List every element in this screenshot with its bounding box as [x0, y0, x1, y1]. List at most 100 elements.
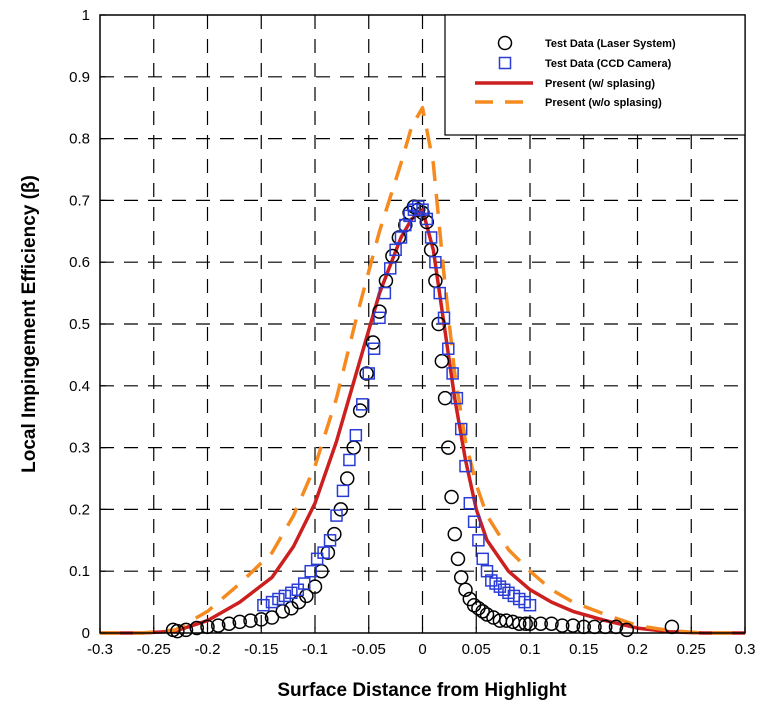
- legend-label: Present (w/o splasing): [545, 97, 662, 109]
- legend-swatch-square: [498, 56, 512, 70]
- x-tick-label: 0: [418, 641, 426, 658]
- ccd-data-point: [429, 255, 442, 269]
- ccd-data-point: [257, 598, 270, 612]
- x-tick-label: -0.05: [352, 641, 386, 658]
- ccd-data-point: [285, 586, 298, 600]
- laser-data-point: [170, 623, 185, 639]
- y-tick-label: 0.8: [69, 131, 90, 148]
- ccd-data-point: [362, 367, 375, 380]
- legend: Test Data (Laser System) Test Data (CCD C…: [444, 14, 746, 136]
- ccd-data-point: [442, 342, 455, 355]
- series-line: [100, 207, 745, 635]
- laser-data-point: [307, 579, 323, 594]
- ccd-data-point: [373, 311, 386, 325]
- ccd-data-point: [317, 546, 330, 559]
- laser-data-point: [479, 607, 495, 622]
- x-tick-label: -0.1: [302, 641, 328, 658]
- laser-data-point: [447, 526, 462, 542]
- ccd-data-point: [450, 391, 464, 405]
- x-tick-label: 0.25: [677, 641, 706, 658]
- x-tick-label: 0.2: [627, 641, 648, 658]
- ccd-data-point: [424, 231, 438, 244]
- laser-data-point: [512, 616, 527, 631]
- ccd-data-point: [394, 231, 408, 244]
- laser-data-point: [254, 612, 269, 627]
- model-curves: [100, 105, 745, 635]
- ccd-data-point: [454, 422, 468, 436]
- legend-label: Present (w/ splasing): [545, 78, 655, 90]
- x-tick-label: -0.3: [87, 641, 113, 658]
- legend-swatch-circle: [497, 35, 513, 51]
- y-tick-label: 0.5: [69, 316, 90, 333]
- laser-data-point: [359, 366, 374, 381]
- y-tick-label: 0.6: [69, 254, 90, 271]
- y-tick-label: 0.7: [69, 192, 90, 209]
- y-tick-label: 0.1: [69, 563, 90, 580]
- ccd-data-point: [399, 218, 412, 232]
- x-tick-label: 0.1: [520, 641, 541, 658]
- x-tick-label: 0.15: [569, 641, 598, 658]
- x-tick-label: 0.3: [735, 641, 756, 658]
- y-tick-label: 0.4: [69, 378, 90, 395]
- ccd-data-point: [459, 459, 472, 473]
- ccd-data-point: [265, 595, 279, 609]
- y-tick-label: 0.9: [69, 69, 90, 86]
- y-tick-label: 1: [82, 7, 90, 24]
- ccd-data-point: [446, 367, 459, 380]
- laser-data-point: [450, 551, 466, 567]
- ccd-data-point: [407, 203, 421, 216]
- x-axis-title: Surface Distance from Highlight: [277, 680, 567, 701]
- ccd-data-point: [416, 203, 429, 216]
- laser-data-point: [544, 616, 559, 631]
- ccd-data-point: [367, 342, 381, 355]
- legend-label: Test Data (CCD Camera): [545, 58, 672, 70]
- laser-data-point: [453, 570, 469, 585]
- laser-data-point: [441, 440, 456, 455]
- ccd-data-point: [343, 453, 356, 467]
- ccd-data-point: [433, 286, 446, 300]
- ccd-data-point: [420, 212, 434, 226]
- laser-data-point: [232, 614, 247, 630]
- ccd-data-point: [476, 552, 489, 566]
- laser-data-point: [264, 610, 280, 625]
- ccd-data-point: [463, 496, 477, 510]
- laser-data-point: [475, 604, 490, 619]
- laser-data-point: [555, 618, 570, 633]
- y-tick-label: 0.3: [69, 440, 90, 457]
- grid-lines: [100, 15, 745, 633]
- x-tick-label: 0.05: [462, 641, 491, 658]
- ccd-data-point: [304, 564, 317, 578]
- ccd-data-point: [378, 286, 392, 300]
- ccd-data-point: [278, 589, 292, 603]
- laser-data-point: [619, 622, 634, 638]
- series-line: [100, 105, 745, 635]
- ccd-data-point: [480, 564, 494, 578]
- ccd-data-point: [411, 200, 425, 213]
- ccd-data-point: [330, 509, 343, 522]
- legend-label: Test Data (Laser System): [545, 38, 676, 50]
- laser-data-point: [533, 616, 548, 631]
- ccd-data-point: [356, 398, 369, 411]
- laser-data-point: [565, 618, 581, 633]
- laser-data-point: [211, 618, 226, 633]
- ccd-data-point: [523, 598, 537, 612]
- y-tick-label: 0: [82, 625, 90, 642]
- axis-ticks: -0.3 -0.25 -0.2 -0.15 -0.1 -0.05 0 0.05 0.1 0.15 0…: [69, 7, 755, 658]
- legend-box: [444, 14, 746, 136]
- laser-data-point: [221, 616, 237, 631]
- laser-data-point: [243, 613, 258, 628]
- x-tick-label: -0.25: [137, 641, 171, 658]
- ccd-data-point: [389, 243, 402, 257]
- laser-data-point: [444, 489, 459, 505]
- laser-data-point: [458, 582, 473, 597]
- ccd-data-point: [437, 311, 451, 325]
- x-tick-label: -0.2: [195, 641, 221, 658]
- ccd-data-point: [323, 534, 337, 547]
- data-markers: [165, 199, 680, 639]
- x-tick-label: -0.15: [244, 641, 278, 658]
- y-axis-title: Local Impingement Efficiency (β): [19, 175, 40, 473]
- laser-data-point: [434, 353, 450, 369]
- ccd-data-point: [298, 577, 311, 590]
- ccd-data-point: [384, 262, 397, 275]
